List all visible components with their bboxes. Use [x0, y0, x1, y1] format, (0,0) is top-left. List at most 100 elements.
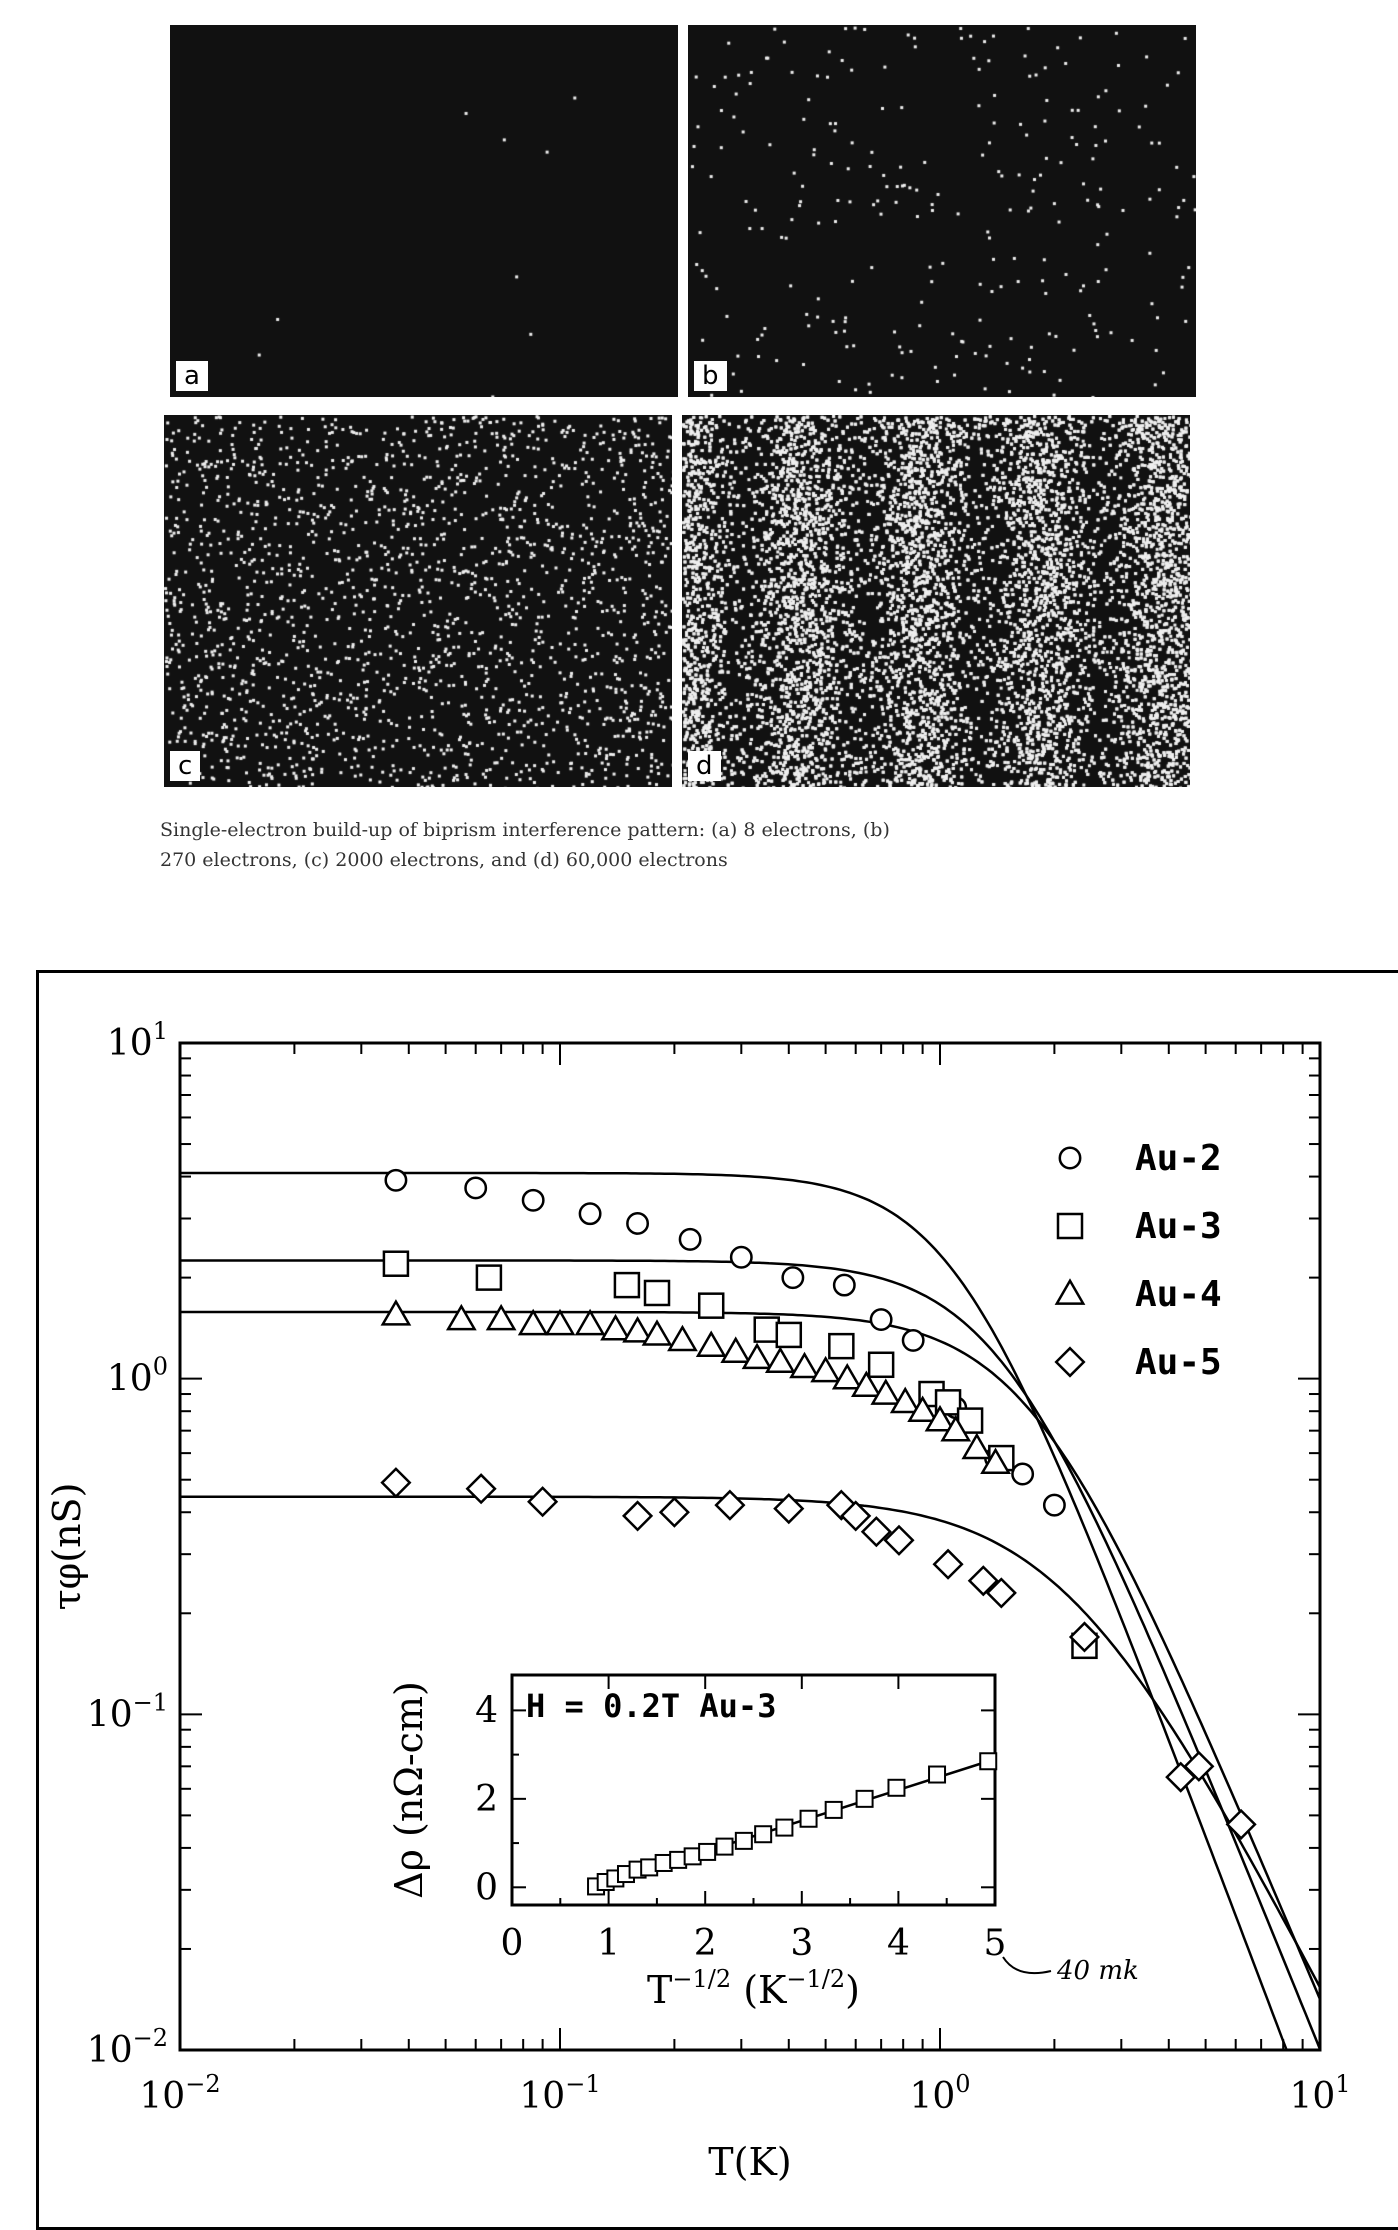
panel-b: b — [688, 25, 1196, 397]
y-tick-label: 101 — [107, 1017, 168, 1064]
data-point-au-4 — [641, 1319, 673, 1346]
data-point-au-5 — [860, 1516, 892, 1548]
panel-d-pattern — [682, 415, 1190, 787]
inset-x-tick-label: 5 — [984, 1923, 1007, 1964]
inset-y-tick-label: 2 — [475, 1779, 498, 1820]
panel-c: c — [164, 415, 672, 787]
series-au-3 — [382, 1250, 1098, 1660]
data-point-au-4 — [380, 1299, 412, 1326]
handwritten-arrow — [1002, 1956, 1052, 1975]
x-axis-title: T(K) — [708, 2140, 791, 2184]
legend-label-au-4: Au-4 — [1135, 1274, 1222, 1315]
data-point-au-4 — [600, 1313, 631, 1341]
data-point-au-4 — [720, 1336, 752, 1363]
data-point-au-5 — [1068, 1621, 1101, 1653]
panel-c-pattern — [164, 415, 672, 787]
caption-line-1: Single-electron build-up of biprism inte… — [160, 819, 890, 841]
data-point-au-3 — [753, 1316, 780, 1343]
data-point-au-5 — [380, 1467, 412, 1499]
data-point-au-2 — [729, 1245, 753, 1269]
legend: Au-2 Au-3 Au-4 Au-5 — [1054, 1138, 1222, 1383]
panel-d-label: d — [688, 751, 721, 781]
y-axis-title: τφ(nS) — [45, 1483, 89, 1611]
x-tick-label: 10−2 — [139, 2070, 220, 2117]
y-tick-label: 10−1 — [87, 1688, 168, 1735]
data-point-au-5 — [967, 1565, 999, 1597]
data-point-au-4 — [889, 1386, 921, 1414]
main-plot: 10−2 10−1 100 10110−210−1100101T(K)τφ(nS)Au… — [45, 1017, 1351, 2184]
data-point-au-4 — [810, 1355, 841, 1383]
series-au-2 — [384, 1168, 1066, 1517]
data-point-au-5 — [985, 1577, 1017, 1609]
data-point-au-4 — [961, 1432, 993, 1460]
inset-x-tick-label: 3 — [790, 1923, 813, 1964]
panel-a-label: a — [176, 361, 208, 391]
inset-data-point — [887, 1778, 906, 1797]
data-point-au-5 — [1183, 1750, 1215, 1782]
data-point-au-3 — [613, 1271, 641, 1299]
data-point-au-4 — [850, 1370, 882, 1397]
inset-data-point — [824, 1800, 843, 1819]
legend-label-au-5: Au-5 — [1135, 1342, 1222, 1383]
data-point-au-4 — [485, 1303, 517, 1331]
x-tick-label: 100 — [909, 2070, 970, 2117]
panel-d: d — [682, 415, 1190, 787]
data-point-au-5 — [465, 1473, 497, 1505]
data-point-au-5 — [773, 1493, 805, 1525]
inset-y-tick-label: 4 — [475, 1690, 498, 1731]
data-point-au-2 — [901, 1328, 925, 1352]
data-point-au-4 — [907, 1395, 938, 1423]
data-point-au-3 — [382, 1250, 410, 1277]
data-point-au-3 — [697, 1292, 725, 1319]
handwritten-note: 40 mk — [1056, 1956, 1139, 1986]
inset-data-point — [734, 1831, 753, 1850]
legend-marker-au-4 — [1054, 1278, 1086, 1305]
inset-x-axis-title: T−1/2 (K−1/2) — [647, 1965, 860, 2012]
fit-curve-au-2 — [180, 1171, 1288, 2050]
series-au-4 — [380, 1299, 1011, 1475]
electron-buildup-figure: a b c d — [160, 25, 1200, 895]
data-point-au-3 — [828, 1332, 855, 1360]
legend-marker-au-5 — [1054, 1346, 1086, 1378]
series-au-5 — [380, 1467, 1257, 1840]
data-point-au-4 — [517, 1308, 549, 1336]
data-point-au-4 — [924, 1404, 956, 1432]
data-point-au-4 — [980, 1447, 1011, 1475]
data-point-au-4 — [870, 1378, 902, 1405]
inset-data-point — [799, 1809, 818, 1828]
inset-data-point — [698, 1842, 717, 1861]
panel-b-pattern — [688, 25, 1196, 397]
data-point-au-2 — [626, 1212, 650, 1235]
data-point-au-3 — [643, 1279, 671, 1307]
inset-frame — [510, 1673, 997, 1907]
data-point-au-4 — [741, 1342, 773, 1370]
inset-x-tick-label: 0 — [501, 1923, 524, 1964]
data-point-au-3 — [775, 1321, 803, 1349]
data-point-au-5 — [527, 1486, 559, 1518]
inset-y-tick-label: 0 — [475, 1867, 498, 1908]
inset-data-point — [979, 1752, 998, 1771]
inset-plot: 0 1 2 3 4 5 0 2 4 H = 0.2T Au-3 T−1/2 (K−1/2) Δρ (n… — [387, 1673, 1139, 2012]
data-point-au-2 — [1011, 1462, 1035, 1486]
data-point-au-2 — [869, 1308, 893, 1332]
inset-data-point — [928, 1765, 947, 1784]
data-point-au-4 — [667, 1324, 698, 1352]
data-point-au-2 — [521, 1188, 545, 1212]
data-point-au-2 — [578, 1202, 602, 1226]
data-point-au-5 — [714, 1489, 746, 1521]
data-point-au-4 — [445, 1303, 477, 1331]
data-point-au-4 — [831, 1362, 863, 1390]
fit-curve-au-4 — [180, 1310, 1320, 2000]
figure-caption: Single-electron build-up of biprism inte… — [160, 815, 1200, 875]
caption-line-2: 270 electrons, (c) 2000 electrons, and (… — [160, 849, 728, 871]
panel-a-pattern — [170, 25, 678, 397]
panel-c-label: c — [170, 751, 201, 781]
data-point-au-2 — [464, 1176, 488, 1200]
inset-data-point — [775, 1818, 794, 1837]
inset-x-tick-label: 2 — [694, 1923, 717, 1964]
legend-marker-au-3 — [1056, 1212, 1084, 1240]
data-point-au-4 — [764, 1346, 796, 1373]
main-plot-frame — [178, 1041, 1322, 2052]
inset-data-point — [855, 1789, 874, 1808]
